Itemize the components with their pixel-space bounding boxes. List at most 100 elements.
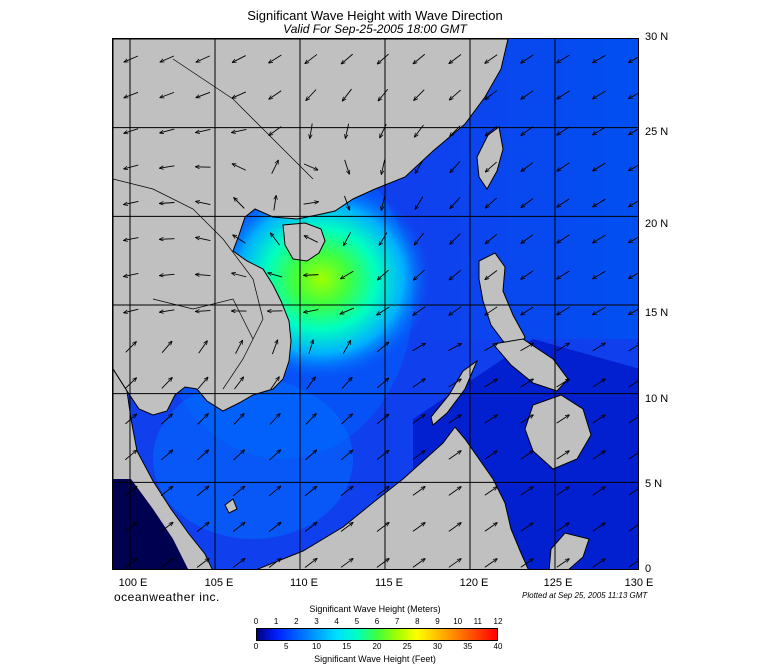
wave-arrow bbox=[628, 272, 638, 278]
colorbar-feet-tick: 35 bbox=[463, 642, 473, 651]
wave-arrow bbox=[556, 523, 569, 532]
wave-arrow bbox=[197, 377, 208, 390]
country-borders bbox=[113, 58, 314, 390]
wave-arrow bbox=[308, 340, 313, 355]
wave-arrow bbox=[125, 414, 136, 425]
wave-arrow bbox=[450, 233, 461, 245]
wave-arrow bbox=[449, 269, 462, 280]
wave-arrow bbox=[196, 91, 211, 97]
wave-arrow bbox=[160, 274, 175, 275]
wave-arrow bbox=[340, 559, 353, 568]
wave-arrow bbox=[520, 415, 534, 424]
wave-arrow bbox=[124, 273, 139, 276]
wave-arrow bbox=[449, 89, 461, 100]
colorbar-meter-tick: 6 bbox=[374, 617, 380, 626]
wave-arrow bbox=[197, 450, 208, 461]
wave-arrow bbox=[125, 342, 137, 353]
wave-arrow bbox=[268, 558, 281, 568]
wave-arrow bbox=[304, 522, 317, 532]
wave-arrow bbox=[304, 236, 318, 243]
wave-arrow bbox=[521, 306, 534, 315]
wave-arrow bbox=[345, 123, 350, 139]
colorbar-feet-tick: 25 bbox=[402, 642, 412, 651]
wave-arrow bbox=[160, 128, 175, 133]
wave-arrow bbox=[306, 377, 316, 390]
wave-arrow bbox=[485, 54, 498, 64]
wave-arrow bbox=[557, 270, 570, 279]
wave-arrow bbox=[378, 88, 389, 101]
wave-arrow bbox=[304, 275, 319, 276]
wave-arrow bbox=[342, 88, 352, 101]
wave-arrow bbox=[448, 379, 462, 388]
chart-subtitle: Valid For Sep-25-2005 18:00 GMT bbox=[283, 22, 467, 36]
wave-arrow bbox=[376, 414, 389, 425]
wave-arrow bbox=[448, 415, 461, 424]
wave-arrow bbox=[415, 196, 424, 210]
wave-arrow bbox=[233, 450, 244, 461]
wave-arrow bbox=[556, 379, 570, 388]
wave-arrow bbox=[232, 273, 247, 278]
wave-arrow bbox=[449, 306, 462, 316]
wave-arrow bbox=[269, 414, 280, 425]
wave-arrow bbox=[593, 198, 606, 207]
wave-arrow bbox=[413, 53, 426, 64]
wave-arrow bbox=[124, 200, 139, 204]
wave-arrow bbox=[629, 236, 638, 242]
wave-arrow bbox=[305, 54, 318, 63]
wave-arrow bbox=[450, 197, 461, 208]
wave-arrow bbox=[557, 90, 570, 99]
wave-direction-arrows bbox=[124, 53, 638, 568]
wave-arrow bbox=[196, 274, 211, 275]
sea-malacca-strait bbox=[113, 479, 188, 569]
wave-arrow bbox=[629, 128, 638, 134]
wave-arrow bbox=[593, 270, 606, 279]
wave-arrow bbox=[376, 486, 389, 496]
wave-arrow bbox=[124, 55, 139, 62]
wave-arrow bbox=[269, 450, 280, 461]
wave-arrow bbox=[484, 559, 497, 568]
wave-arrow bbox=[341, 53, 353, 64]
wave-arrow bbox=[485, 197, 497, 208]
wave-arrow bbox=[557, 234, 570, 243]
wave-arrow bbox=[160, 522, 173, 532]
wave-arrow bbox=[303, 163, 318, 170]
wave-arrow bbox=[556, 559, 569, 568]
wave-arrow bbox=[485, 125, 498, 136]
wave-arrow bbox=[232, 129, 247, 132]
lat-label-20n: 20 N bbox=[645, 218, 669, 230]
wave-arrow bbox=[557, 54, 570, 63]
wave-arrow bbox=[412, 415, 425, 424]
lon-label-120e: 120 E bbox=[459, 577, 489, 589]
brand-logo-text: oceanweather inc. bbox=[114, 590, 220, 604]
colorbar-meter-tick: 5 bbox=[354, 617, 360, 626]
wave-arrow bbox=[593, 306, 606, 315]
wave-arrow bbox=[412, 451, 425, 460]
wave-arrow bbox=[160, 239, 175, 240]
map-canvas bbox=[113, 39, 638, 569]
colorbar-meter-tick: 2 bbox=[294, 617, 299, 626]
wave-arrow bbox=[232, 558, 245, 568]
wave-arrow bbox=[235, 340, 243, 354]
colorbar-meter-tick: 3 bbox=[314, 617, 319, 626]
wave-arrow bbox=[592, 487, 605, 496]
wave-arrow bbox=[269, 90, 282, 99]
wave-arrow bbox=[520, 559, 533, 568]
wave-arrow bbox=[160, 309, 175, 312]
wave-arrow bbox=[520, 343, 534, 352]
wave-arrow bbox=[557, 126, 570, 135]
wave-arrow bbox=[628, 451, 638, 460]
wave-arrow bbox=[521, 198, 534, 208]
wave-arrow bbox=[592, 523, 605, 532]
wave-height-map bbox=[112, 38, 639, 570]
wave-arrow bbox=[448, 559, 461, 568]
lon-label-105e: 105 E bbox=[204, 577, 234, 589]
wave-arrow bbox=[196, 311, 211, 312]
wave-arrow bbox=[628, 415, 638, 424]
wave-arrow bbox=[412, 559, 425, 568]
wave-arrow bbox=[197, 414, 209, 425]
wave-arrow bbox=[412, 379, 425, 388]
wave-arrow bbox=[450, 125, 461, 137]
wave-arrow bbox=[234, 198, 245, 209]
wave-arrow bbox=[381, 159, 386, 175]
wave-arrow bbox=[381, 195, 386, 211]
